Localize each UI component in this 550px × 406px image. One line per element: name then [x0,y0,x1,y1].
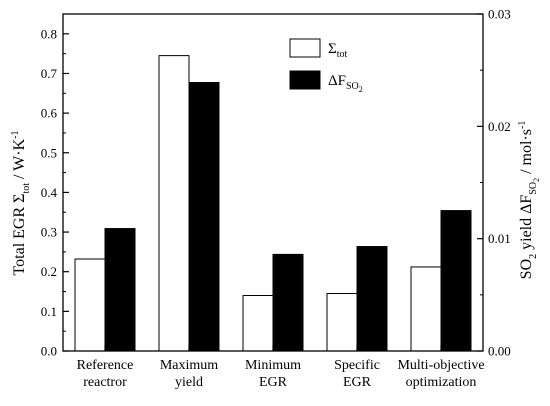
y-left-tick-label-3: 0.3 [41,225,57,240]
y-left-tick-label-2: 0.2 [41,264,57,279]
y-left-title-sup: -1 [10,130,21,138]
legend-label-0: Σtot [328,41,348,60]
y-right-axis-title: SO2 yield ΔFSO2 / mol·s-1 [517,121,541,280]
y-left-tick-label-8: 0.8 [41,26,57,41]
y-right-title-sub-so2: 2 [532,178,541,182]
y-right-tick-label-2: 0.02 [488,119,511,134]
x-category-label-line-0: Minimum [245,358,301,373]
y-right-title-so: SO [518,259,535,279]
y-left-tick-label-1: 0.1 [41,304,57,319]
y-left-title-part2: / W·K [11,138,28,183]
labels-layer: 0.0 0.1 0.2 0.3 0.4 0.5 0.6 0.7 0.8 0.00 0.01 0.02 0… [41,7,511,391]
x-category-label-0: Reference reactror [77,358,134,390]
y-right-title-mid: yield ΔF [518,195,535,254]
y-left-tick-label-6: 0.6 [41,106,58,121]
x-category-label-line-0: Reference [77,358,134,373]
legend-label-main: Σ [328,41,337,57]
bar-delta-fso2-2 [272,253,304,352]
x-category-label-line-0: Maximum [160,358,218,373]
legend-label-1: ΔFSO2 [328,73,363,94]
bar-sigma-tot-4 [410,266,442,352]
legend-label-sub: SO [346,81,359,92]
x-category-label-line-1: EGR [343,375,372,390]
bar-delta-fso2-4 [440,210,472,352]
bar-sigma-tot-1 [158,55,190,352]
ticks-layer [63,13,483,352]
x-category-label-line-0: Multi-objective [397,358,484,373]
x-category-label-1: Maximum yield [160,358,218,390]
bar-sigma-tot-0 [74,258,106,352]
y-left-title-sub: tot [21,183,32,194]
x-category-label-3: Specific EGR [334,358,380,390]
y-right-title-sub-so: SO [528,182,539,195]
y-left-axis-title: Total EGR Σtot / W·K-1 [10,130,32,275]
y-left-tick-label-4: 0.4 [41,185,58,200]
y-right-tick-label-3: 0.03 [488,7,511,22]
legend-label-sub: tot [337,49,348,60]
y-right-title-sub-2: 2 [528,254,539,259]
y-right-tick-label-1: 0.01 [488,231,511,246]
bars-layer [74,55,472,352]
bar-sigma-tot-3 [326,293,358,352]
y-left-tick-label-0: 0.0 [41,344,57,359]
x-category-label-2: Minimum EGR [245,358,301,390]
legend-swatch-1 [289,70,321,90]
x-category-label-line-1: optimization [406,375,477,390]
x-category-label-line-0: Specific [334,358,380,373]
x-category-label-line-1: yield [175,375,203,390]
y-right-title-unit: / mol·s [518,129,535,178]
x-category-label-line-1: EGR [259,375,288,390]
x-category-label-line-1: reactror [83,375,127,390]
bar-delta-fso2-0 [104,228,136,352]
y-right-tick-label-0: 0.00 [488,344,511,359]
legend-swatch-0 [289,38,321,58]
bar-sigma-tot-2 [242,294,274,352]
legend: Σtot ΔFSO2 [289,38,363,94]
y-right-title-sup: -1 [517,121,528,129]
bar-delta-fso2-3 [356,246,388,352]
y-left-title-part1: Total EGR Σ [11,194,28,276]
legend-label-main: ΔF [328,73,346,89]
bar-delta-fso2-1 [188,82,220,352]
legend-label-sub2: 2 [359,85,363,94]
y-left-tick-label-7: 0.7 [41,66,58,81]
x-category-label-4: Multi-objective optimization [397,358,484,390]
y-left-tick-label-5: 0.5 [41,145,57,160]
